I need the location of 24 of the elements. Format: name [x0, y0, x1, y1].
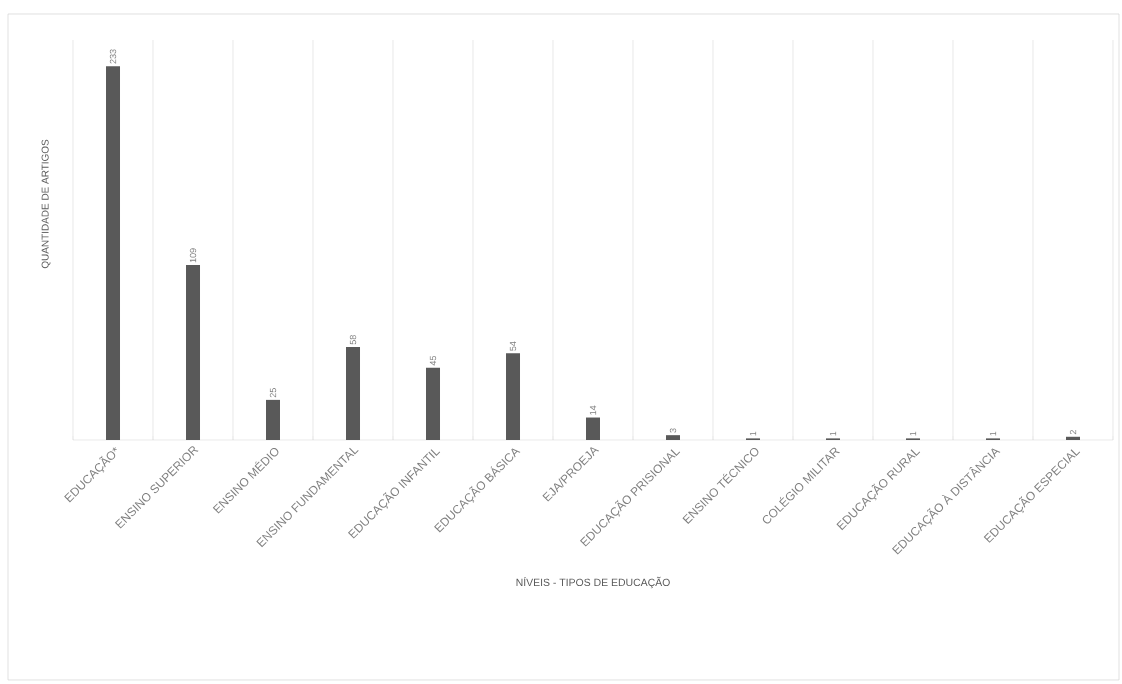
bar [1066, 436, 1080, 440]
data-label: 58 [349, 335, 357, 345]
data-label: 109 [189, 248, 197, 263]
data-label: 1 [989, 431, 997, 436]
data-label: 3 [669, 428, 677, 433]
bar [426, 367, 441, 440]
data-label: 14 [589, 405, 597, 415]
bar [586, 417, 601, 440]
bar [186, 265, 201, 440]
bar [106, 66, 121, 440]
data-label: 45 [429, 355, 437, 366]
data-label: 2 [1069, 430, 1077, 435]
y-axis-title: QUANTIDADE DE ARTIGOS [41, 139, 51, 269]
bar [346, 346, 361, 440]
data-label: 233 [109, 49, 117, 64]
data-label: 54 [509, 341, 517, 351]
bar [506, 353, 521, 440]
x-axis-title: NÍVEIS - TIPOS DE EDUCAÇÃO [516, 576, 670, 589]
data-label: 1 [829, 431, 837, 436]
data-label: 25 [269, 388, 277, 398]
data-label: 1 [909, 431, 917, 436]
bar [266, 399, 281, 440]
bar [666, 435, 681, 440]
data-label: 1 [749, 431, 757, 436]
